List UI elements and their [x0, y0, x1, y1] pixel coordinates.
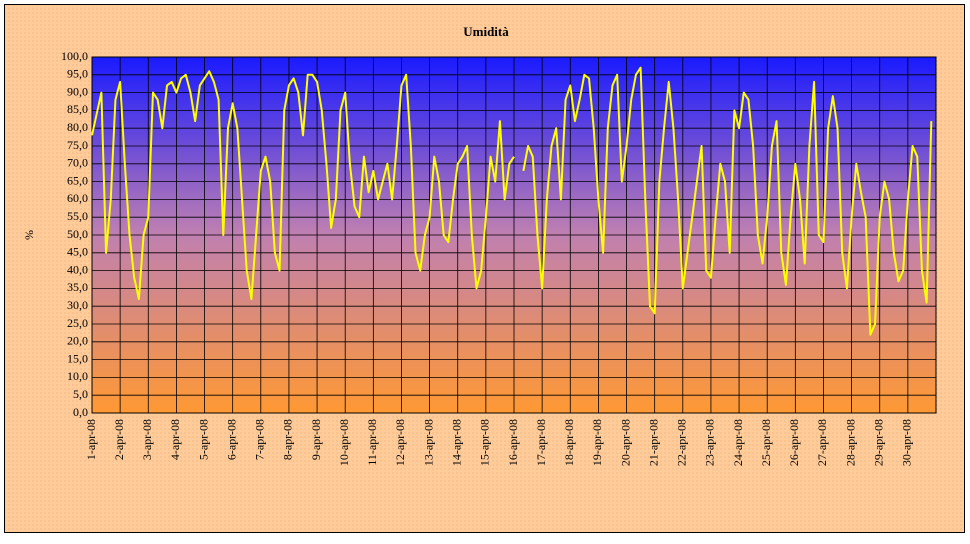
x-tick-label: 8-apr-08	[281, 419, 295, 460]
y-tick-label: 35,0	[67, 280, 88, 294]
x-tick-label: 11-apr-08	[365, 419, 379, 466]
x-tick-label: 17-apr-08	[534, 419, 548, 466]
x-tick-label: 16-apr-08	[506, 419, 520, 466]
chart-title: Umidità	[463, 24, 509, 39]
y-tick-label: 30,0	[67, 298, 88, 312]
data-line	[91, 66, 933, 336]
y-tick-label: 70,0	[67, 156, 88, 170]
x-tick-label: 14-apr-08	[449, 419, 463, 466]
x-tick-label: 26-apr-08	[787, 419, 801, 466]
x-tick-label: 25-apr-08	[759, 419, 773, 466]
x-tick-label: 6-apr-08	[224, 419, 238, 460]
y-tick-label: 5,0	[73, 387, 88, 401]
y-tick-label: 10,0	[67, 369, 88, 383]
x-tick-label: 13-apr-08	[421, 419, 435, 466]
x-tick-label: 9-apr-08	[309, 419, 323, 460]
y-tick-label: 60,0	[67, 191, 88, 205]
x-tick-label: 23-apr-08	[703, 419, 717, 466]
x-tick-label: 30-apr-08	[900, 419, 914, 466]
y-tick-label: 55,0	[67, 209, 88, 223]
x-tick-label: 10-apr-08	[337, 419, 351, 466]
y-tick-label: 95,0	[67, 67, 88, 81]
x-tick-label: 18-apr-08	[562, 419, 576, 466]
y-tick-label: 25,0	[67, 316, 88, 330]
y-tick-label: 15,0	[67, 351, 88, 365]
y-tick-label: 45,0	[67, 245, 88, 259]
x-tick-label: 20-apr-08	[618, 419, 632, 466]
y-tick-label: 20,0	[67, 334, 88, 348]
x-tick-label: 21-apr-08	[646, 419, 660, 466]
plot-border	[91, 56, 937, 414]
y-tick-label: 85,0	[67, 102, 88, 116]
y-tick-label: 40,0	[67, 262, 88, 276]
x-tick-label: 24-apr-08	[731, 419, 745, 466]
x-tick-label: 12-apr-08	[393, 419, 407, 466]
x-tick-label: 7-apr-08	[253, 419, 267, 460]
x-tick-label: 15-apr-08	[478, 419, 492, 466]
x-tick-label: 2-apr-08	[112, 419, 126, 460]
x-tick-label: 5-apr-08	[196, 419, 210, 460]
y-tick-label: 75,0	[67, 138, 88, 152]
x-tick-label: 1-apr-08	[84, 419, 98, 460]
x-tick-label: 19-apr-08	[590, 419, 604, 466]
y-tick-label: 90,0	[67, 84, 88, 98]
x-tick-label: 27-apr-08	[815, 419, 829, 466]
y-tick-label: 50,0	[67, 227, 88, 241]
x-tick-label: 28-apr-08	[843, 419, 857, 466]
x-tick-label: 4-apr-08	[168, 419, 182, 460]
y-tick-label: 0,0	[73, 405, 88, 419]
x-tick-label: 29-apr-08	[871, 419, 885, 466]
y-tick-label: 100,0	[61, 49, 88, 63]
y-tick-label: 65,0	[67, 173, 88, 187]
x-tick-label: 22-apr-08	[675, 419, 689, 466]
y-axis-label: %	[22, 230, 36, 240]
x-tick-label: 3-apr-08	[140, 419, 154, 460]
y-tick-label: 80,0	[67, 120, 88, 134]
